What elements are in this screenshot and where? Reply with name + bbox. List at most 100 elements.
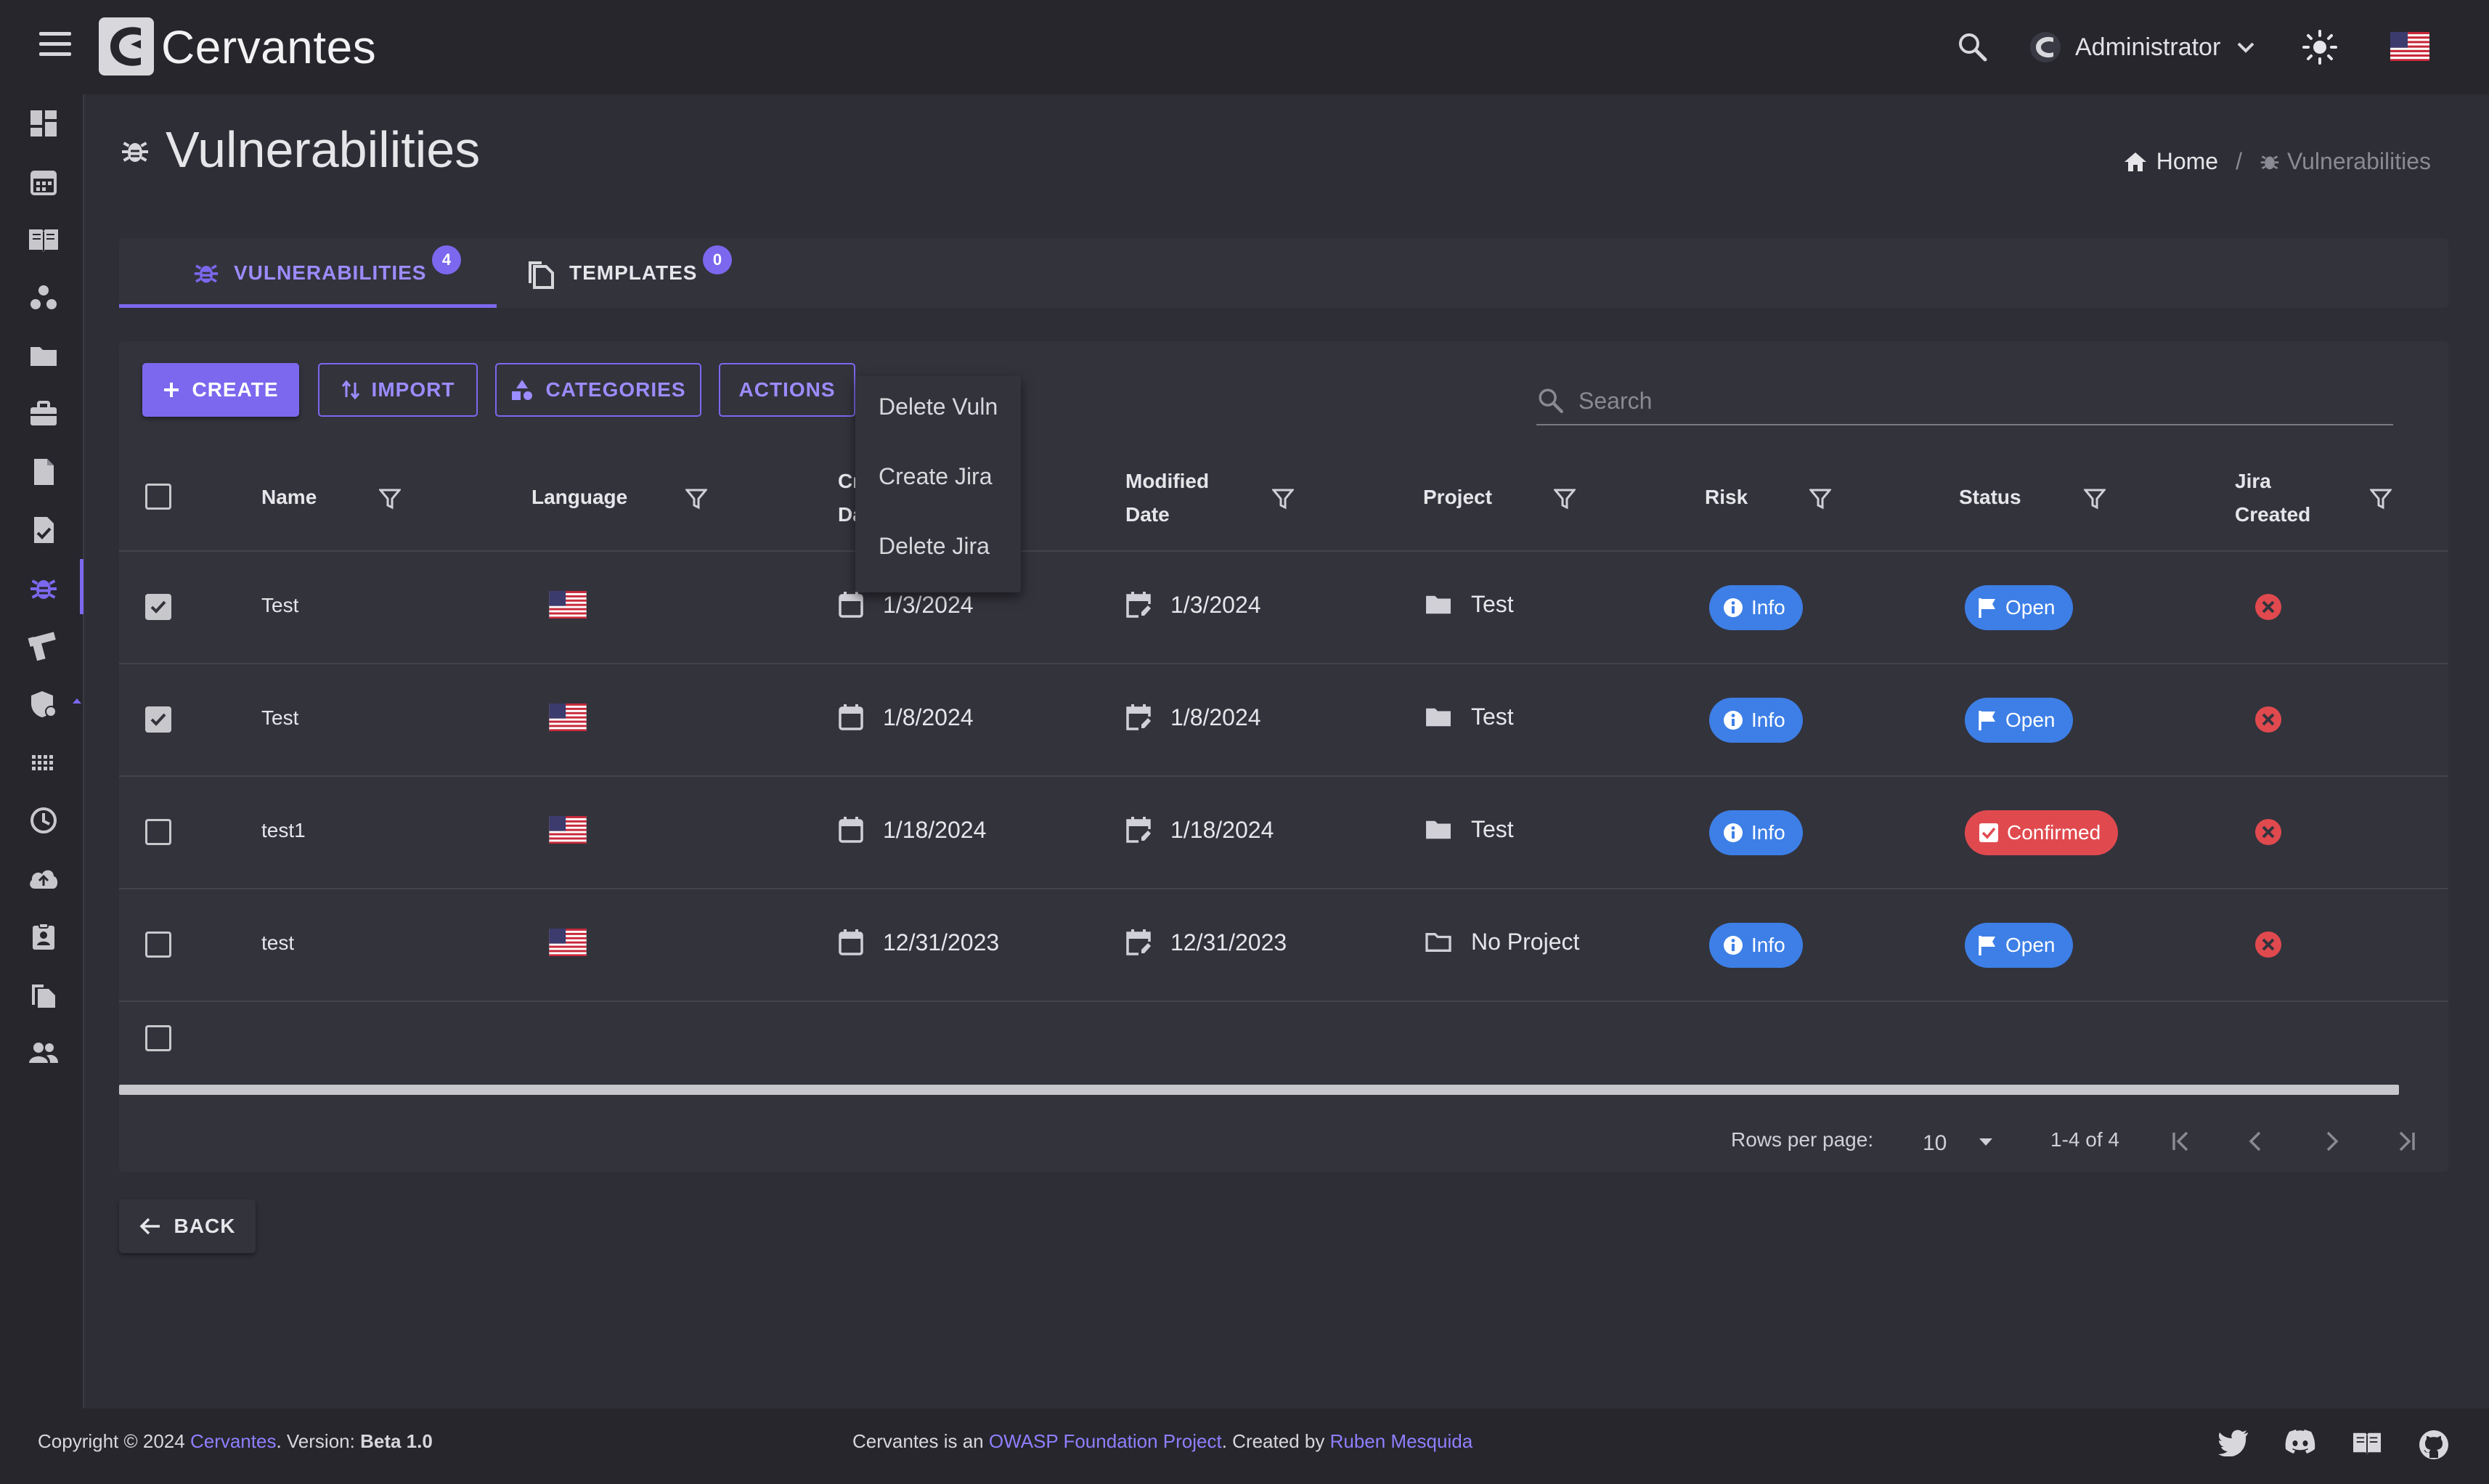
- document-icon[interactable]: [26, 454, 61, 489]
- last-page-icon[interactable]: [2395, 1130, 2418, 1153]
- table-header: Name Language Cr Da Modified Date Projec…: [119, 443, 2448, 552]
- categories-button[interactable]: CATEGORIES: [495, 363, 701, 417]
- actions-button[interactable]: ACTIONS: [719, 363, 855, 417]
- user-name: Administrator: [2075, 33, 2221, 61]
- search-input[interactable]: [1578, 387, 2305, 415]
- filter-icon[interactable]: [2370, 488, 2392, 510]
- column-project[interactable]: Project: [1423, 486, 1492, 508]
- row-checkbox[interactable]: [145, 706, 171, 733]
- column-status[interactable]: Status: [1959, 486, 2021, 508]
- user-menu[interactable]: Administrator: [2029, 29, 2255, 65]
- search-icon[interactable]: [1956, 30, 1989, 64]
- create-button[interactable]: CREATE: [142, 363, 299, 417]
- table-row[interactable]: Test 1/3/2024 1/3/2024 Test Info Open: [119, 552, 2448, 664]
- column-modified-date[interactable]: Modified Date: [1125, 465, 1209, 531]
- folder-icon[interactable]: [26, 338, 61, 373]
- vuln-name[interactable]: test1: [261, 819, 306, 841]
- search-field[interactable]: [1536, 378, 2393, 425]
- briefcase-icon[interactable]: [26, 396, 61, 431]
- horizontal-scrollbar[interactable]: [119, 1085, 2399, 1095]
- row-checkbox[interactable]: [145, 594, 171, 620]
- page-title: Vulnerabilities: [166, 121, 481, 178]
- column-language[interactable]: Language: [531, 486, 628, 508]
- row-checkbox[interactable]: [145, 931, 171, 958]
- twitter-icon[interactable]: [2217, 1429, 2249, 1464]
- us-flag-icon: [549, 816, 587, 844]
- footer: Copyright © 2024 Cervantes. Version: Bet…: [0, 1408, 2489, 1484]
- hammer-icon[interactable]: [26, 629, 61, 664]
- created-date: 1/18/2024: [883, 816, 987, 843]
- previous-page-icon[interactable]: [2245, 1130, 2268, 1153]
- bug-icon: [121, 135, 150, 171]
- home-icon[interactable]: [2123, 151, 2148, 173]
- back-label: BACK: [174, 1215, 236, 1237]
- filter-icon[interactable]: [379, 488, 401, 510]
- project-name: Test: [1471, 704, 1514, 730]
- row-checkbox[interactable]: [145, 819, 171, 845]
- rows-per-page-select[interactable]: 10: [1923, 1131, 1947, 1155]
- assignment-icon[interactable]: [26, 919, 61, 954]
- vuln-name[interactable]: Test: [261, 706, 299, 729]
- theme-toggle-icon[interactable]: [2302, 29, 2338, 65]
- filter-icon[interactable]: [685, 488, 707, 510]
- select-all-checkbox[interactable]: [145, 484, 171, 510]
- info-icon: [1724, 598, 1743, 617]
- app-title: Cervantes: [161, 21, 377, 73]
- book-icon[interactable]: [2351, 1429, 2383, 1464]
- security-shield-icon[interactable]: [26, 687, 61, 722]
- column-name[interactable]: Name: [261, 486, 317, 508]
- menu-icon[interactable]: [39, 32, 71, 61]
- project-cell: Test: [1425, 704, 1514, 730]
- book-icon[interactable]: [26, 222, 61, 257]
- bug-icon[interactable]: [26, 571, 61, 606]
- cloud-upload-icon[interactable]: [26, 861, 61, 896]
- users-icon[interactable]: [26, 1035, 61, 1070]
- dashboard-icon[interactable]: [26, 106, 61, 141]
- tab-templates[interactable]: TEMPLATES 0: [526, 238, 733, 308]
- vuln-name[interactable]: Test: [261, 594, 299, 616]
- filter-icon[interactable]: [1809, 488, 1831, 510]
- modified-date-cell: 1/3/2024: [1125, 591, 1261, 619]
- chevron-up-icon[interactable]: [71, 696, 83, 709]
- import-button[interactable]: IMPORT: [318, 363, 478, 417]
- menu-item-delete-jira[interactable]: Delete Jira: [879, 533, 990, 559]
- discord-icon[interactable]: [2284, 1429, 2316, 1464]
- language-flag-icon[interactable]: [2390, 32, 2429, 65]
- first-page-icon[interactable]: [2170, 1130, 2193, 1153]
- back-button[interactable]: BACK: [119, 1199, 256, 1253]
- next-page-icon[interactable]: [2319, 1130, 2342, 1153]
- table-row[interactable]: test 12/31/2023 12/31/2023 No Project Info Op…: [119, 889, 2448, 1002]
- risk-label: Info: [1751, 934, 1785, 956]
- brand-link[interactable]: Cervantes: [190, 1430, 277, 1452]
- menu-item-create-jira[interactable]: Create Jira: [879, 463, 993, 489]
- clients-icon[interactable]: [26, 280, 61, 315]
- apps-grid-icon[interactable]: [26, 745, 61, 780]
- vuln-name[interactable]: test: [261, 931, 295, 954]
- clock-icon[interactable]: [26, 803, 61, 838]
- copy-documents-icon[interactable]: [26, 977, 61, 1012]
- column-jira-line2: Created: [2235, 503, 2311, 526]
- folder-icon: [1426, 595, 1451, 613]
- filter-icon[interactable]: [1554, 488, 1576, 510]
- task-icon[interactable]: [26, 513, 61, 547]
- author-link[interactable]: Ruben Mesquida: [1329, 1430, 1473, 1452]
- owasp-link[interactable]: OWASP Foundation Project: [988, 1430, 1222, 1452]
- tab-vulnerabilities[interactable]: VULNERABILITIES 4: [193, 238, 462, 308]
- modified-date: 1/18/2024: [1170, 816, 1274, 843]
- risk-label: Info: [1751, 596, 1785, 619]
- filter-icon[interactable]: [1272, 488, 1294, 510]
- table-row[interactable]: test1 1/18/2024 1/18/2024 Test Info Confirmed: [119, 777, 2448, 889]
- column-jira-created[interactable]: Jira Created: [2235, 465, 2310, 531]
- github-icon[interactable]: [2418, 1429, 2450, 1464]
- row-checkbox[interactable]: [145, 1025, 171, 1051]
- top-app-bar: Cervantes Administrator: [0, 0, 2489, 94]
- menu-item-delete-vuln[interactable]: Delete Vuln: [879, 394, 998, 420]
- filter-icon[interactable]: [2084, 488, 2106, 510]
- table-row[interactable]: Test 1/8/2024 1/8/2024 Test Info Open: [119, 664, 2448, 777]
- calendar-icon[interactable]: [26, 164, 61, 199]
- project-cell: Test: [1425, 591, 1514, 618]
- calendar-edit-icon: [1126, 817, 1151, 843]
- column-risk[interactable]: Risk: [1705, 486, 1748, 508]
- caret-down-icon[interactable]: [1978, 1137, 1994, 1147]
- breadcrumb-home[interactable]: Home: [2156, 148, 2219, 174]
